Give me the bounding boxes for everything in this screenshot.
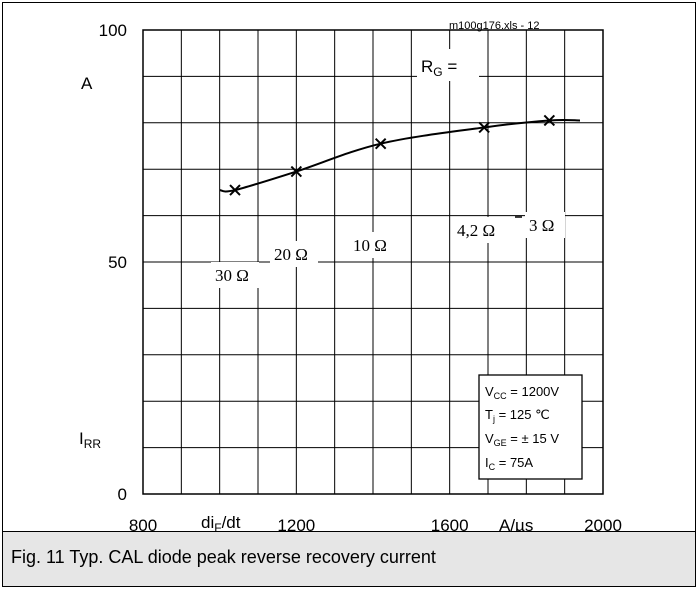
data-marker <box>374 137 387 150</box>
marker-labels: 30 Ω 20 Ω 10 Ω 4,2 Ω 3 Ω <box>211 212 565 288</box>
figure-caption: Fig. 11 Typ. CAL diode peak reverse reco… <box>3 531 695 586</box>
plot-border <box>142 29 604 495</box>
y-tick-label: 50 <box>108 253 127 272</box>
marker-label: 30 Ω <box>215 266 249 285</box>
condition-tj: Tj = 125 ℃ <box>485 407 550 424</box>
marker-label-background <box>453 217 509 243</box>
data-marker <box>229 184 241 196</box>
condition-vge: VGE = ± 15 V <box>485 431 559 448</box>
marker-label: 4,2 Ω <box>457 221 495 240</box>
x-tick-label: 2000 <box>584 516 622 531</box>
marker-label-background <box>270 241 318 267</box>
rg-label: RG = <box>421 57 457 79</box>
tick-labels: 800 1200 1600 2000 0 50 100 <box>99 21 622 531</box>
x-tick-label: 1200 <box>277 516 315 531</box>
conditions-box: VCC = 1200V Tj = 125 ℃ VGE = ± 15 V IC =… <box>478 374 583 480</box>
marker-label: 3 Ω <box>529 216 554 235</box>
x-tick-label: 1600 <box>431 516 469 531</box>
data-markers <box>229 114 556 196</box>
y-axis-unit: A <box>81 74 93 93</box>
y-tick-label: 100 <box>99 21 127 40</box>
marker-label-background <box>211 262 259 288</box>
x-tick-label: 800 <box>129 516 157 531</box>
x-axis-label: diF/dt <box>201 513 241 531</box>
marker-label: 20 Ω <box>274 245 308 264</box>
marker-label-background <box>525 212 565 238</box>
source-label: m100g176.xls - 12 <box>449 20 540 32</box>
y-axis-label: IRR <box>79 429 101 451</box>
condition-ic: IC = 75A <box>485 455 533 472</box>
x-axis-unit: A/µs <box>499 516 533 531</box>
y-tick-label: 0 <box>118 485 127 504</box>
data-marker <box>290 165 303 178</box>
marker-label: 10 Ω <box>353 236 387 255</box>
marker-label-background <box>349 232 397 258</box>
condition-vcc: VCC = 1200V <box>485 384 559 401</box>
data-marker <box>478 121 490 134</box>
rg-label-background <box>417 49 479 81</box>
data-marker <box>543 114 556 127</box>
